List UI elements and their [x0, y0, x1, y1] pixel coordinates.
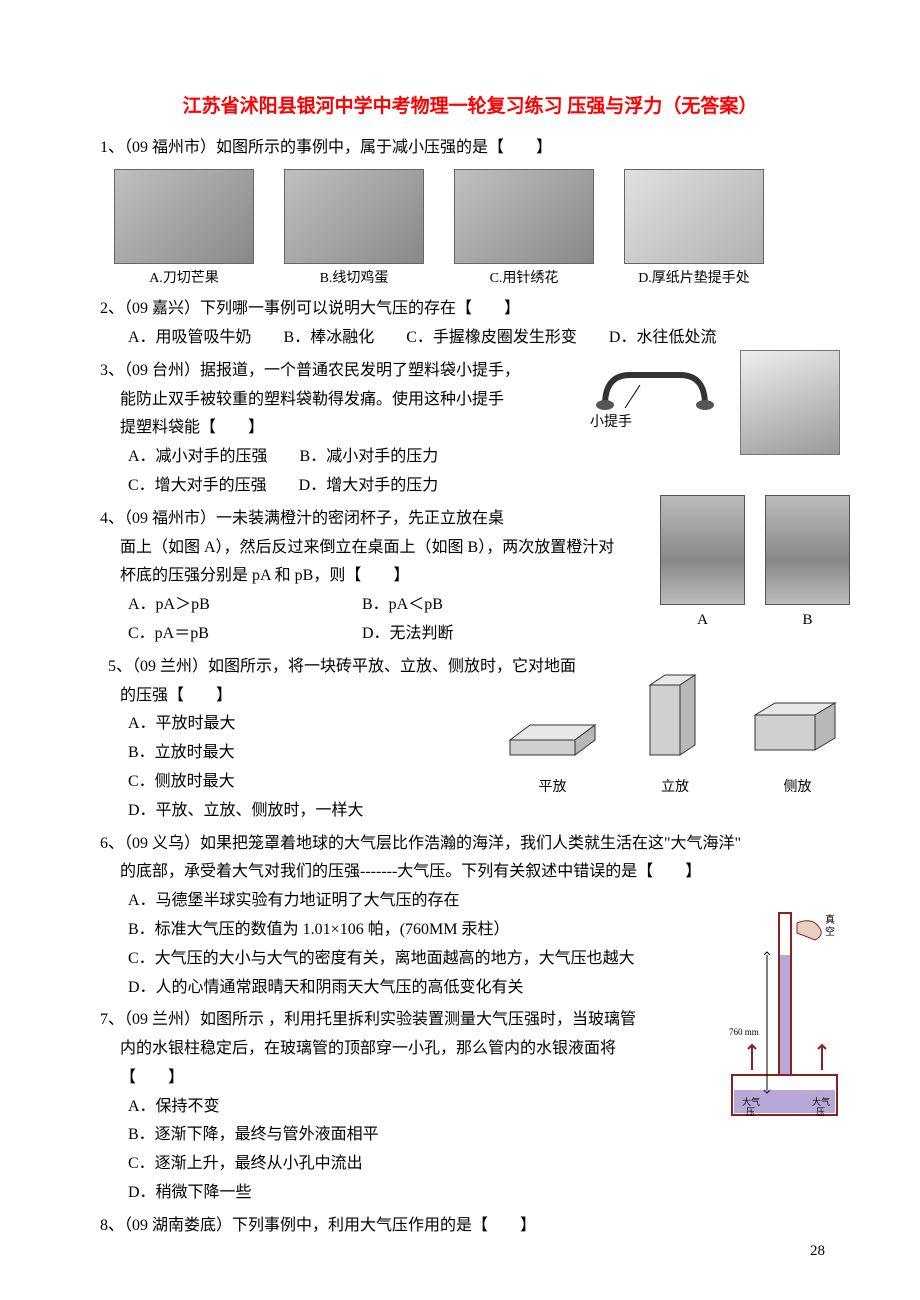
q1-cap-d: D.厚纸片垫提手处	[624, 266, 764, 291]
cup-a-img	[660, 495, 745, 605]
bag-image	[740, 350, 840, 455]
q1-img-b	[284, 169, 424, 264]
q1-cap-c: C.用针绣花	[454, 266, 594, 291]
q4-a: A．pA＞pB	[128, 591, 358, 620]
cup-a-wrap: A	[660, 495, 745, 634]
brick-flat-icon	[505, 705, 600, 760]
q6-l1: 6、（09 义乌）如果把笼罩着地球的大气层比作浩瀚的海洋，我们人类就生活在这"大…	[100, 830, 840, 859]
svg-text:压: 压	[816, 1107, 825, 1117]
q7-c: C．逐渐上升，最终从小孔中流出	[100, 1150, 840, 1179]
brick-side: 侧放	[750, 695, 845, 800]
q5-d: D．平放、立放、侧放时，一样大	[100, 797, 840, 826]
q6-l2: 的底部，承受着大气对我们的压强-------大气压。下列有关叙述中错误的是【 】	[100, 858, 840, 887]
svg-text:大气: 大气	[812, 1096, 830, 1107]
brick-flat: 平放	[505, 705, 600, 800]
brick-stand-lbl: 立放	[645, 775, 705, 800]
q4-d: D．无法判断	[362, 625, 454, 642]
cup-b-lbl: B	[765, 607, 850, 634]
svg-text:大气: 大气	[742, 1096, 760, 1107]
q7-d: D．稍微下降一些	[100, 1179, 840, 1208]
q7-figure: 真 空 760 mm 大气 压 大气 压	[727, 905, 842, 1125]
q3-opts-ab: A．减小对手的压强 B．减小对手的压力	[100, 443, 840, 472]
brick-side-icon	[750, 695, 845, 760]
q1-img-a	[114, 169, 254, 264]
q4-c: C．pA＝pB	[128, 620, 358, 649]
q4-b: B．pA＜pB	[362, 596, 443, 613]
q5-figure: 平放 立放 侧放	[505, 670, 845, 800]
q7-b: B．逐渐下降，最终与管外液面相平	[100, 1121, 840, 1150]
q1-img-c	[454, 169, 594, 264]
vacuum-label: 真	[825, 913, 835, 926]
q2-opts: A．用吸管吸牛奶 B．棒冰融化 C．手握橡皮圈发生形变 D．水往低处流	[100, 324, 840, 353]
q1-img-d	[624, 169, 764, 264]
q1-captions: A.刀切芒果 B.线切鸡蛋 C.用针绣花 D.厚纸片垫提手处	[114, 266, 840, 291]
handle-label: 小提手	[590, 410, 632, 435]
q8-text: 8、（09 湖南娄底）下列事例中，利用大气压作用的是【 】	[100, 1212, 840, 1241]
brick-stand: 立放	[645, 670, 705, 800]
svg-text:空: 空	[825, 925, 835, 938]
question-8: 8、（09 湖南娄底）下列事例中，利用大气压作用的是【 】	[100, 1212, 840, 1241]
q2-text: 2、（09 嘉兴）下列哪一事例可以说明大气压的存在【 】	[100, 295, 840, 324]
brick-flat-lbl: 平放	[505, 775, 600, 800]
brick-side-lbl: 侧放	[750, 775, 845, 800]
document-title: 江苏省沭阳县银河中学中考物理一轮复习练习 压强与浮力（无答案）	[100, 90, 840, 124]
question-2: 2、（09 嘉兴）下列哪一事例可以说明大气压的存在【 】 A．用吸管吸牛奶 B．…	[100, 295, 840, 353]
torricelli-icon: 真 空 760 mm 大气 压 大气 压	[727, 905, 842, 1125]
q1-cap-a: A.刀切芒果	[114, 266, 254, 291]
handle-icon	[590, 360, 720, 415]
q4-figure: A B	[660, 495, 850, 634]
question-1: 1、（09 福州市）如图所示的事例中，属于减小压强的是【 】 A.刀切芒果 B.…	[100, 134, 840, 291]
cup-a-lbl: A	[660, 607, 745, 634]
svg-text:压: 压	[746, 1107, 755, 1117]
brick-stand-icon	[645, 670, 705, 760]
page-number: 28	[810, 1238, 825, 1265]
cup-b-wrap: B	[765, 495, 850, 634]
svg-text:760 mm: 760 mm	[729, 1027, 759, 1037]
q1-images	[114, 169, 840, 264]
q1-text: 1、（09 福州市）如图所示的事例中，属于减小压强的是【 】	[100, 134, 840, 163]
q1-cap-b: B.线切鸡蛋	[284, 266, 424, 291]
cup-b-img	[765, 495, 850, 605]
q3-figure: 小提手	[590, 360, 840, 426]
